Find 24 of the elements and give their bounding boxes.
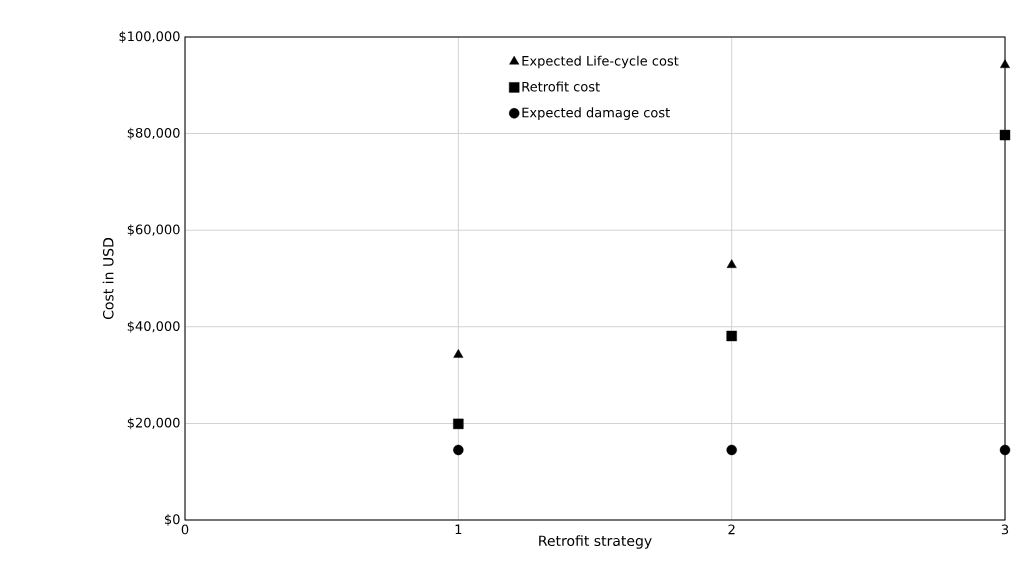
x-axis-title: Retrofit strategy [539, 535, 652, 549]
y-tick-label: $40,000 [127, 320, 180, 333]
legend-label: Expected damage cost [522, 107, 670, 120]
x-tick-label: 2 [728, 524, 735, 535]
point [726, 330, 737, 342]
point [999, 444, 1011, 456]
y-tick-label: $100,000 [119, 31, 180, 43]
y-axis-title: Cost in USD [102, 237, 114, 320]
point [999, 129, 1011, 141]
point [453, 418, 464, 430]
y-tick-label: $20,000 [127, 417, 180, 430]
x-tick-label: 1 [455, 524, 462, 535]
legend-label: Expected Life-cycle cost [522, 55, 679, 69]
y-tick-label: $0 [165, 514, 180, 526]
point [726, 259, 737, 268]
x-tick-label: 0 [181, 524, 189, 535]
point [453, 444, 464, 456]
y-tick-label: $80,000 [127, 127, 180, 140]
point [453, 349, 464, 358]
legend-label: Retrofit cost [522, 81, 600, 92]
point [1000, 59, 1010, 68]
x-tick-label: 3 [1001, 524, 1009, 535]
point [726, 444, 737, 456]
y-tick-label: $60,000 [127, 224, 180, 237]
